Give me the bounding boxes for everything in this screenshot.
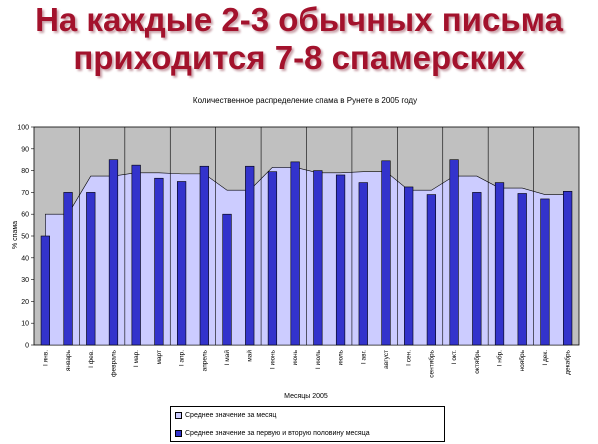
x-tick-label: I май bbox=[223, 350, 231, 366]
y-axis-label: % спама bbox=[12, 221, 19, 249]
bar bbox=[449, 159, 459, 346]
legend-swatch-area bbox=[175, 411, 182, 419]
bar bbox=[176, 181, 187, 346]
x-tick-label: I сен. bbox=[406, 350, 413, 366]
y-tick-label: 0 bbox=[25, 343, 29, 350]
x-tick-label: июль bbox=[338, 349, 345, 365]
headline-line-2: приходится 7-8 спамерских bbox=[73, 39, 525, 76]
x-tick-label: ноябрь bbox=[518, 349, 526, 371]
x-tick-label: апрель bbox=[201, 349, 208, 371]
y-tick-label: 60 bbox=[21, 212, 29, 219]
x-tick-label: I мар. bbox=[133, 350, 140, 367]
x-axis-label: Месяцы 2005 bbox=[284, 393, 328, 400]
bar bbox=[472, 192, 482, 346]
x-tick-label: I окт. bbox=[451, 350, 458, 364]
bar bbox=[267, 171, 278, 346]
y-tick-label: 90 bbox=[21, 146, 29, 153]
x-tick-label: октябрь bbox=[473, 349, 481, 373]
x-tick-label: август bbox=[383, 350, 390, 369]
y-tick-label: 20 bbox=[21, 299, 29, 306]
bar bbox=[404, 186, 414, 346]
y-tick-label: 80 bbox=[21, 168, 29, 175]
x-tick-label: I фев. bbox=[88, 350, 95, 368]
plot-area: 0 10 20 30 40 50 60 70 80 90 100 I янв. январь I фев.… bbox=[17, 125, 580, 378]
y-tick-label: 70 bbox=[21, 190, 29, 197]
bar bbox=[381, 160, 391, 346]
legend-item-month-average: Среднее значение за месяц bbox=[175, 410, 276, 420]
chart-title: Количественное распределение спама в Рун… bbox=[193, 96, 417, 105]
bar bbox=[426, 194, 437, 346]
x-tick-label: декабрь bbox=[564, 349, 572, 374]
y-tick-label: 40 bbox=[21, 255, 29, 262]
bar bbox=[222, 213, 232, 346]
x-tick-label: июнь bbox=[292, 349, 299, 365]
y-tick-label: 50 bbox=[21, 234, 29, 241]
x-tick-label: I янв. bbox=[42, 350, 49, 366]
bar bbox=[290, 161, 300, 346]
bar bbox=[517, 193, 527, 346]
bar bbox=[131, 164, 141, 346]
x-tick-label: май bbox=[246, 350, 254, 362]
legend-label: Среднее значение за месяц bbox=[185, 411, 277, 419]
x-tick-label: сентябрь bbox=[427, 349, 435, 377]
y-tick-label: 10 bbox=[21, 321, 29, 328]
x-tick-label: март bbox=[156, 350, 163, 365]
bar bbox=[108, 159, 119, 346]
x-tick-label: февраль bbox=[110, 349, 117, 376]
legend: Среднее значение за месяц Среднее значен… bbox=[170, 406, 445, 442]
bar bbox=[540, 198, 550, 346]
bar bbox=[40, 235, 50, 346]
x-tick-label: I дек. bbox=[542, 350, 549, 366]
x-tick-label: I июль bbox=[315, 349, 322, 369]
bar bbox=[154, 177, 164, 346]
bar bbox=[335, 174, 346, 346]
y-tick-label: 30 bbox=[21, 277, 29, 284]
bar bbox=[313, 170, 323, 346]
legend-swatch-bar bbox=[175, 429, 182, 437]
y-tick-label: 100 bbox=[17, 125, 29, 132]
x-tick-label: I нбр. bbox=[496, 350, 504, 367]
x-tick-label: I июнь bbox=[269, 349, 276, 369]
bar bbox=[86, 192, 96, 346]
x-tick-label: I апр. bbox=[179, 350, 186, 366]
x-tick-label: январь bbox=[65, 349, 72, 371]
bar bbox=[563, 191, 573, 346]
bar bbox=[494, 182, 505, 346]
bar bbox=[358, 182, 368, 346]
bar bbox=[245, 165, 255, 346]
bar bbox=[199, 165, 209, 346]
bar bbox=[63, 192, 73, 346]
headline: На каждые 2-3 обычных письма приходится … bbox=[0, 0, 598, 77]
x-tick-label: I авг. bbox=[360, 350, 367, 364]
headline-line-1: На каждые 2-3 обычных письма bbox=[35, 1, 563, 38]
legend-label: Среднее значение за первую и вторую поло… bbox=[185, 429, 370, 437]
legend-item-half-month-average: Среднее значение за первую и вторую поло… bbox=[175, 428, 370, 438]
